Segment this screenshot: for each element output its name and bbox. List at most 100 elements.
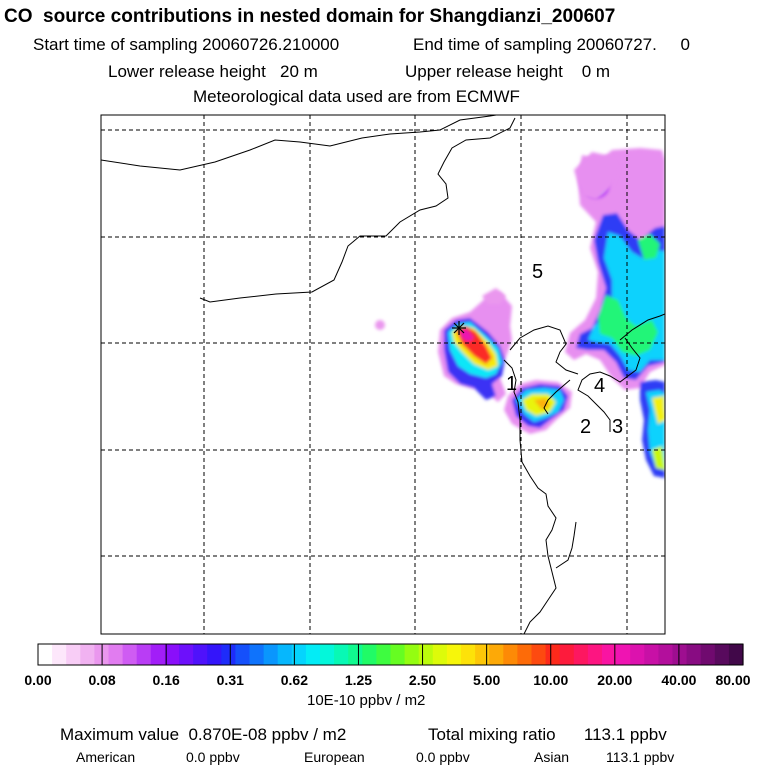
- colorbar-swatch: [108, 644, 124, 665]
- region-label-3: 3: [612, 416, 623, 438]
- colorbar-swatch: [503, 644, 518, 665]
- colorbar-swatch: [362, 644, 377, 665]
- colorbar-swatch: [376, 644, 392, 665]
- max-value-label: Maximum value 0.870E-08 ppbv / m2: [60, 725, 347, 744]
- colorbar-units: 10E-10 ppbv / m2: [307, 692, 426, 709]
- colorbar-swatch: [714, 644, 730, 665]
- colorbar-tick-label: 0.00: [24, 672, 52, 688]
- map-frame: [100, 114, 666, 635]
- region-label-5: 5: [532, 261, 543, 283]
- colorbar-swatch: [700, 644, 716, 665]
- plume-far-east-yellow: [652, 396, 665, 424]
- colorbar-swatch: [334, 644, 349, 665]
- svg-text:4: 4: [594, 375, 605, 397]
- colorbar-swatch: [249, 644, 265, 665]
- colorbar-swatch: [559, 644, 575, 665]
- plume-small-north: [482, 288, 506, 304]
- colorbar-swatch: [644, 644, 659, 665]
- colorbar-swatch: [432, 644, 448, 665]
- colorbar-swatch: [221, 644, 236, 665]
- colorbar-swatch: [390, 644, 406, 665]
- colorbar-swatch: [263, 644, 279, 665]
- colorbar-swatch: [320, 644, 335, 665]
- colorbar-swatch: [348, 644, 363, 665]
- start-time-label: Start time of sampling 20060726.210000: [33, 35, 340, 54]
- colorbar-swatch: [136, 644, 152, 665]
- plume-east-band: [574, 152, 618, 200]
- station-marker: [452, 321, 466, 335]
- colorbar-swatch: [66, 644, 81, 665]
- european-value: 0.0 ppbv: [416, 749, 470, 765]
- colorbar-swatch: [630, 644, 645, 665]
- colorbar-swatch: [235, 644, 251, 665]
- american-label: American: [76, 749, 136, 765]
- colorbar-tick-label: 80.00: [715, 672, 751, 688]
- colorbar-tick-label: 0.16: [152, 672, 180, 688]
- american-value: 0.0 ppbv: [186, 749, 240, 765]
- colorbar-swatch: [179, 644, 194, 665]
- svg-text:1: 1: [506, 373, 517, 395]
- grid-lines: [101, 115, 665, 634]
- colorbar-swatch: [404, 644, 420, 665]
- met-source-label: Meteorological data used are from ECMWF: [193, 87, 520, 106]
- colorbar-swatch: [38, 644, 53, 665]
- colorbar-swatch: [418, 644, 434, 665]
- colorbar-swatch: [461, 644, 476, 665]
- colorbar-swatch: [573, 644, 589, 665]
- colorbar-swatch: [150, 644, 166, 665]
- borders-coastlines: [101, 115, 665, 634]
- colorbar-swatch: [193, 644, 208, 665]
- colorbar: [37, 643, 744, 666]
- svg-text:5: 5: [532, 261, 543, 283]
- colorbar-swatch: [277, 644, 293, 665]
- colorbar-tick-label: 2.50: [408, 672, 437, 688]
- plume-tiny: [375, 320, 385, 330]
- colorbar-tick-label: 1.25: [344, 672, 373, 688]
- colorbar-swatch: [602, 644, 617, 665]
- colorbar-swatch: [122, 644, 138, 665]
- plume-sw-orange: [534, 398, 550, 410]
- colorbar-swatch: [587, 644, 603, 665]
- colorbar-tick-label: 5.00: [473, 672, 501, 688]
- colorbar-swatch: [446, 644, 462, 665]
- colorbar-tick-label: 0.31: [216, 672, 244, 688]
- concentration-field: [375, 148, 665, 478]
- svg-text:2: 2: [580, 416, 591, 438]
- colorbar-swatch: [531, 644, 547, 665]
- region-label-4: 4: [594, 375, 605, 397]
- page-title: CO source contributions in nested domain…: [4, 6, 616, 27]
- total-mixing-label: Total mixing ratio 113.1 ppbv: [428, 725, 667, 744]
- colorbar-swatch: [164, 644, 180, 665]
- region-labels: 1 2 3 4 5: [506, 261, 623, 438]
- colorbar-swatch: [80, 644, 95, 665]
- colorbar-swatch: [658, 644, 674, 665]
- end-time-label: End time of sampling 20060727. 0: [413, 35, 690, 54]
- colorbar-swatch: [545, 644, 561, 665]
- colorbar-swatch: [52, 644, 67, 665]
- colorbar-swatch: [291, 644, 307, 665]
- lower-release-label: Lower release height 20 m: [108, 62, 318, 81]
- colorbar-swatch: [489, 644, 504, 665]
- asian-label: Asian: [534, 749, 570, 765]
- plume-ne-green: [598, 295, 658, 356]
- colorbar-swatch: [475, 644, 490, 665]
- colorbar-tick-label: 10.00: [533, 672, 569, 688]
- colorbar-tick-label: 40.00: [661, 672, 697, 688]
- colorbar-swatch: [672, 644, 688, 665]
- colorbar-tick-label: 20.00: [597, 672, 633, 688]
- colorbar-tick-label: 0.08: [88, 672, 116, 688]
- colorbar-swatch: [686, 644, 702, 665]
- colorbar-swatch: [616, 644, 631, 665]
- plume-far-east-yellow2: [652, 446, 665, 470]
- asian-value: 113.1 ppbv: [606, 749, 675, 765]
- upper-release-label: Upper release height 0 m: [405, 62, 611, 81]
- colorbar-swatch: [728, 644, 744, 665]
- region-label-1: 1: [506, 373, 517, 395]
- colorbar-swatch: [517, 644, 533, 665]
- colorbar-tick-label: 0.62: [280, 672, 308, 688]
- colorbar-swatch: [305, 644, 321, 665]
- colorbar-swatch: [207, 644, 222, 665]
- european-label: European: [304, 749, 365, 765]
- region-label-2: 2: [580, 416, 591, 438]
